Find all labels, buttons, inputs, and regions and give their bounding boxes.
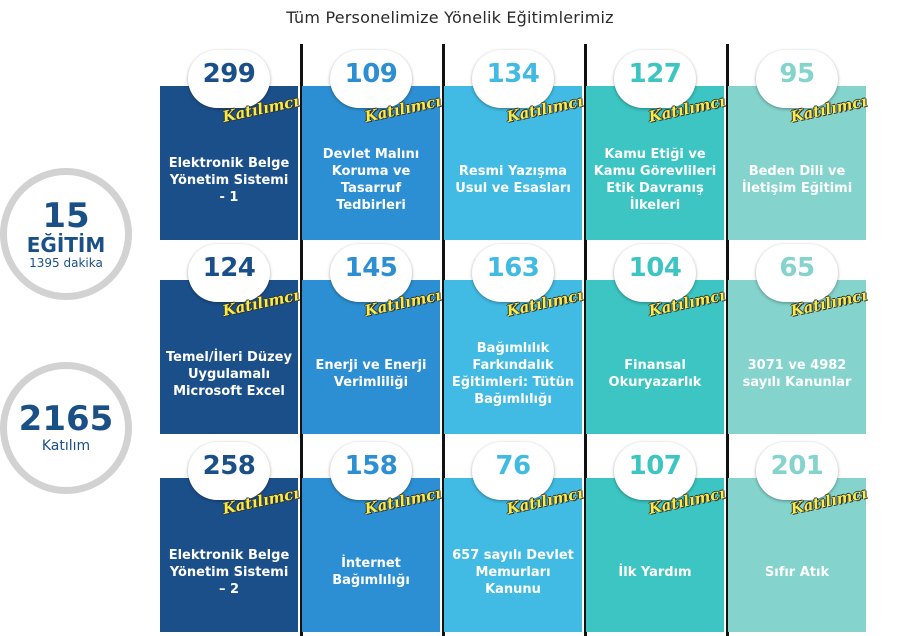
participant-badge: 95 — [756, 50, 838, 108]
participant-badge: 201 — [756, 442, 838, 500]
training-title: Temel/İleri Düzey Uygulamalı Microsoft E… — [166, 349, 292, 399]
training-card: Bağımlılık Farkındalık Eğitimleri: Tütün… — [444, 280, 582, 434]
participant-badge: 158 — [330, 442, 412, 500]
training-card: Beden Dili ve İletişim Eğitimi — [728, 86, 866, 240]
participant-count: 134 — [486, 59, 540, 89]
participant-count: 145 — [344, 253, 398, 283]
participant-count: 163 — [486, 253, 540, 283]
participant-count: 158 — [344, 451, 398, 481]
participant-badge: 65 — [756, 244, 838, 302]
participant-count: 299 — [202, 59, 256, 89]
training-title: Enerji ve Enerji Verimliliği — [315, 358, 427, 390]
training-card: 657 sayılı Devlet Memurları Kanunu — [444, 478, 582, 632]
training-card: 3071 ve 4982 sayılı Kanunlar — [728, 280, 866, 434]
participant-badge: 145 — [330, 244, 412, 302]
participant-count: 65 — [779, 253, 815, 283]
participant-badge: 109 — [330, 50, 412, 108]
training-card: Enerji ve Enerji Verimliliği — [302, 280, 440, 434]
participant-badge: 107 — [614, 442, 696, 500]
training-count-label: EĞİTİM — [26, 232, 106, 257]
training-card: Kamu Etiği ve Kamu Görevlileri Etik Davr… — [586, 86, 724, 240]
participant-count: 127 — [628, 59, 682, 89]
training-title: Devlet Malını Koruma ve Tasarruf Tedbirl… — [322, 147, 420, 213]
training-duration: 1395 dakika — [29, 255, 103, 270]
training-title: Elektronik Belge Yönetim Sistemi – 2 — [168, 547, 290, 597]
training-card: İlk Yardım — [586, 478, 724, 632]
participant-badge: 124 — [188, 244, 270, 302]
training-card: İnternet Bağımlılığı — [302, 478, 440, 632]
participants-count: 2165 — [18, 399, 114, 439]
participant-count: 95 — [779, 59, 815, 89]
participant-badge: 134 — [472, 50, 554, 108]
training-title: Resmi Yazışma Usul ve Esasları — [455, 164, 571, 196]
participant-badge: 299 — [188, 50, 270, 108]
participant-count: 104 — [628, 253, 682, 283]
participant-count: 109 — [344, 59, 398, 89]
column-divider — [300, 44, 303, 636]
training-title: Elektronik Belge Yönetim Sistemi - 1 — [168, 155, 290, 205]
column-divider — [726, 44, 729, 636]
participant-badge: 163 — [472, 244, 554, 302]
participant-badge: 258 — [188, 442, 270, 500]
training-title: Finansal Okuryazarlık — [608, 358, 702, 390]
column-divider — [442, 44, 445, 636]
participant-badge: 76 — [472, 442, 554, 500]
training-card: Temel/İleri Düzey Uygulamalı Microsoft E… — [160, 280, 298, 434]
training-card: Devlet Malını Koruma ve Tasarruf Tedbirl… — [302, 86, 440, 240]
participant-count: 107 — [628, 451, 682, 481]
training-card: Elektronik Belge Yönetim Sistemi - 1 — [160, 86, 298, 240]
training-card: Resmi Yazışma Usul ve Esasları — [444, 86, 582, 240]
participant-count: 76 — [495, 451, 531, 481]
participants-label: Katılım — [41, 438, 91, 454]
participants-circle: 2165 Katılım — [0, 362, 132, 494]
participant-count: 124 — [202, 253, 256, 283]
training-title: İnternet Bağımlılığı — [332, 556, 410, 588]
participant-badge: 127 — [614, 50, 696, 108]
training-title: 657 sayılı Devlet Memurları Kanunu — [452, 547, 574, 597]
participant-count: 258 — [202, 451, 256, 481]
column-divider — [584, 44, 587, 636]
training-card: Finansal Okuryazarlık — [586, 280, 724, 434]
training-title: Bağımlılık Farkındalık Eğitimleri: Tütün… — [451, 341, 575, 407]
training-count-circle: 15 EĞİTİM 1395 dakika — [0, 168, 132, 300]
participant-count: 201 — [770, 451, 824, 481]
training-title: 3071 ve 4982 sayılı Kanunlar — [742, 358, 852, 390]
training-title: Kamu Etiği ve Kamu Görevlileri Etik Davr… — [593, 147, 717, 213]
training-count: 15 — [42, 195, 90, 236]
training-card: Sıfır Atık — [728, 478, 866, 632]
training-card: Elektronik Belge Yönetim Sistemi – 2 — [160, 478, 298, 632]
training-title: Beden Dili ve İletişim Eğitimi — [741, 164, 853, 196]
training-title: İlk Yardım — [618, 564, 692, 580]
participant-badge: 104 — [614, 244, 696, 302]
page-title: Tüm Personelimize Yönelik Eğitimlerimiz — [286, 8, 614, 27]
training-title: Sıfır Atık — [764, 564, 830, 580]
